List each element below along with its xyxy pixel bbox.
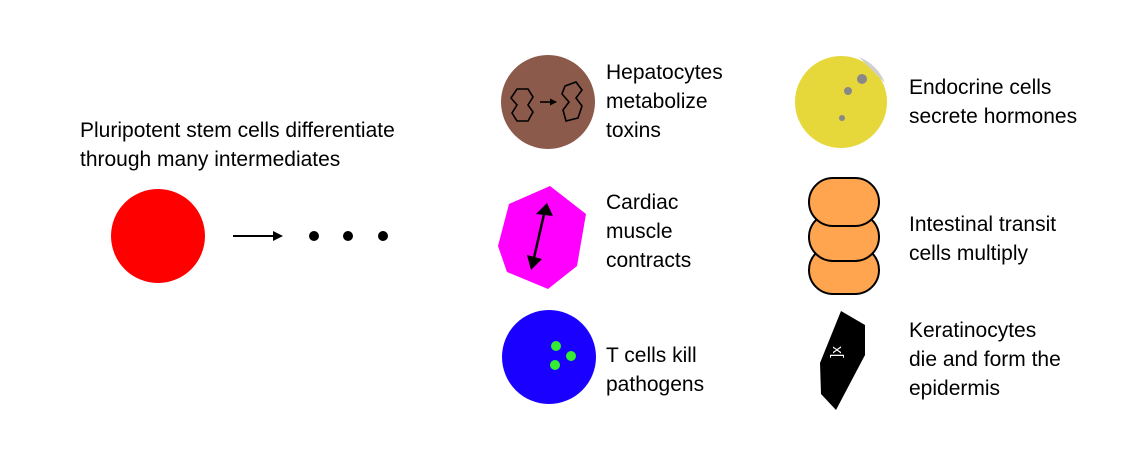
stacked-cells-icon [808,177,880,295]
cardiac-label: Cardiac muscle contracts [606,191,692,272]
intestinal-cells [808,177,880,295]
ellipsis-icon [309,231,388,241]
endocrine-cell [795,56,887,148]
stem-cell [111,189,205,283]
hepatocyte-label: Hepatocytes metabolize toxins [606,61,723,142]
vesicles-icon [839,74,867,121]
cardiac-cell [498,186,586,289]
granules-icon [550,341,576,370]
keratinocyte-cell: ]x [820,311,865,410]
double-arrow-icon [527,203,553,270]
x-mark-icon: ]x [828,346,845,358]
intestinal-label: Intestinal transit cells multiply [909,213,1057,265]
keratinocyte-label: Keratinocytes die and form the epidermis [909,319,1061,400]
t-cell-label: T cells kill pathogens [606,344,705,396]
molecule-conversion-icon [509,81,583,122]
intro-text: Pluripotent stem cells differentiate thr… [80,119,395,171]
t-cell [502,310,596,404]
hepatocyte-cell [501,55,595,149]
endocrine-label: Endocrine cells secrete hormones [909,76,1078,128]
